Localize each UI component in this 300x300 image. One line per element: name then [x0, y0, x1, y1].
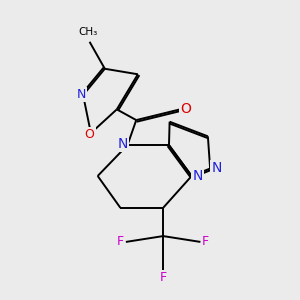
Text: F: F	[160, 271, 167, 284]
Text: F: F	[117, 236, 124, 248]
Text: CH₃: CH₃	[78, 27, 98, 37]
Text: N: N	[117, 137, 128, 151]
Text: O: O	[85, 128, 94, 141]
Text: F: F	[202, 236, 209, 248]
Text: N: N	[77, 88, 86, 101]
Text: N: N	[192, 169, 203, 183]
Text: N: N	[212, 161, 222, 176]
Text: O: O	[181, 102, 191, 116]
